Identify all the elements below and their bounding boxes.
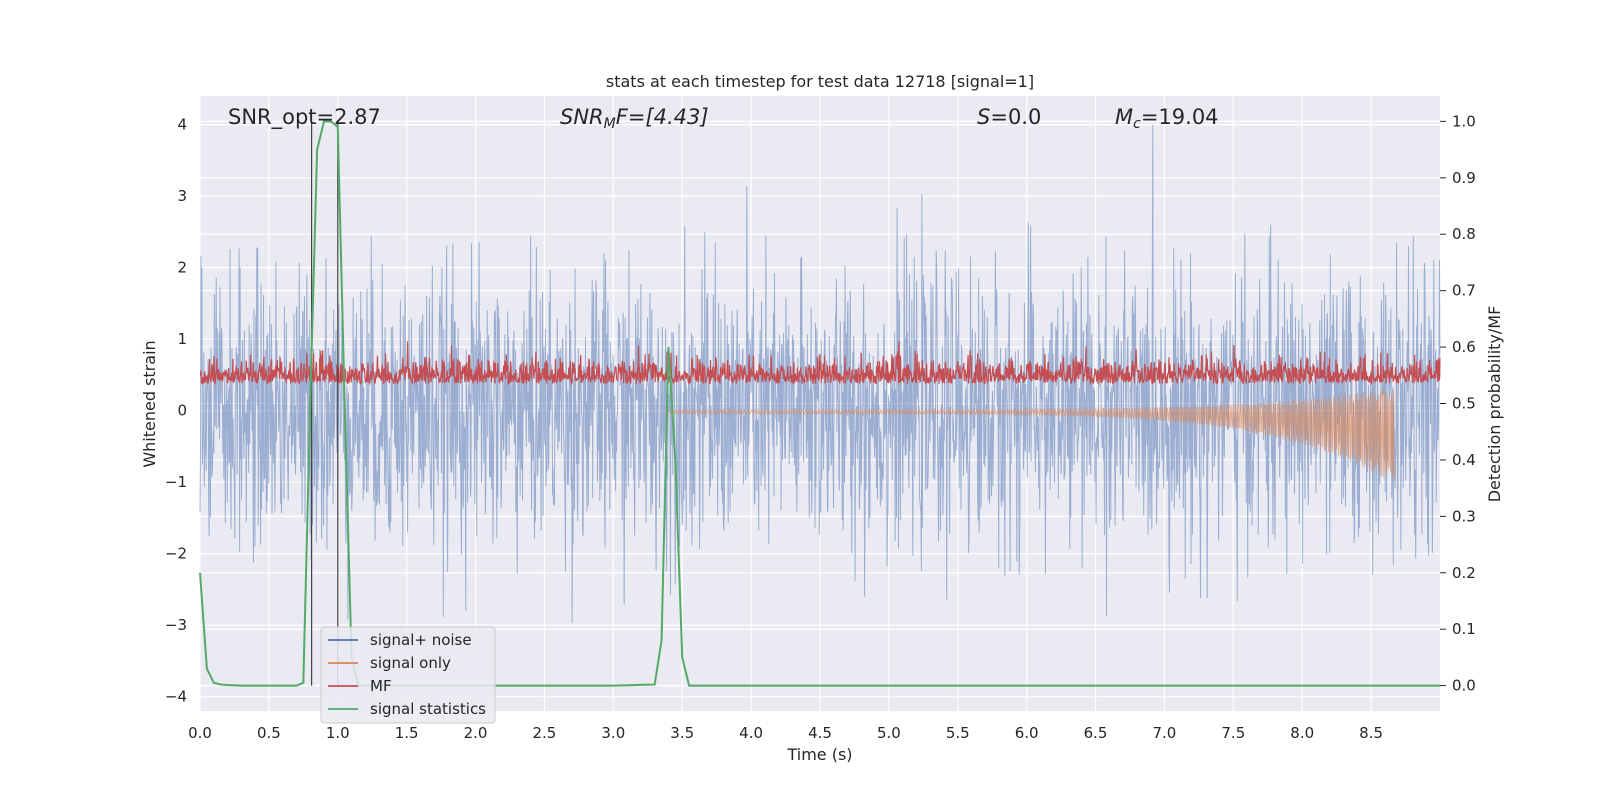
y-tick-label-5: −1	[165, 473, 187, 491]
y-axis-right-ticks: 1.0 0.9 0.8 0.7 0.6 0.5 0.4 0.3 0.2 0.1 0.0	[1440, 112, 1476, 695]
annotation-snr-mf-sub: M	[604, 116, 616, 132]
legend-entry-2: MF	[328, 677, 392, 695]
y-right-tick-label-5: 0.5	[1452, 395, 1476, 413]
x-tick-label-15: 7.5	[1221, 724, 1245, 742]
y-right-tick-label-2: 0.8	[1452, 225, 1476, 243]
y-right-tick-label-8: 0.2	[1452, 564, 1476, 582]
y-right-tick-label-1: 0.9	[1452, 169, 1476, 187]
signal-only-line	[667, 388, 1396, 482]
annotation-snr-mf: SNRMF=[4.43]	[560, 105, 709, 132]
x-tick-label-13: 6.5	[1084, 724, 1108, 742]
y-tick-label-3: 1	[177, 330, 187, 348]
y-axis-title: Whitened strain	[140, 340, 159, 467]
legend-entry-3: signal statistics	[328, 700, 486, 718]
x-tick-label-6: 3.0	[601, 724, 625, 742]
annotation-mc-main: M	[1115, 105, 1133, 129]
annotation-snr-mf-rest: F=[4.43]	[616, 105, 709, 129]
x-tick-label-17: 8.5	[1359, 724, 1383, 742]
annotation-s-main: S	[977, 105, 990, 129]
legend-entry-1: signal only	[328, 654, 451, 672]
y-axis-right-title: Detection probability/MF	[1485, 306, 1504, 503]
legend-label-1: signal only	[370, 654, 451, 672]
annotation-snr-opt: SNR_opt=2.87	[228, 105, 381, 130]
x-tick-label-7: 3.5	[670, 724, 694, 742]
y-axis-ticks: 4 3 2 1 0 −1 −2 −3 −4	[165, 116, 187, 706]
y-tick-label-2: 2	[177, 259, 187, 277]
legend: signal+ noise signal only MF signal stat…	[320, 626, 496, 724]
y-tick-label-8: −4	[165, 688, 187, 706]
x-tick-label-5: 2.5	[533, 724, 557, 742]
annotation-mc-rest: =19.04	[1141, 105, 1219, 129]
annotation-s-rest: =0.0	[990, 105, 1041, 129]
legend-box	[320, 626, 496, 724]
y-right-tick-label-4: 0.6	[1452, 338, 1476, 356]
annotation-mc: Mc=19.04	[1115, 105, 1219, 132]
series-signal-only	[667, 388, 1396, 482]
y-tick-label-0: 4	[177, 116, 187, 134]
y-right-tick-label-7: 0.3	[1452, 507, 1476, 525]
legend-entry-0: signal+ noise	[328, 631, 472, 649]
x-tick-label-2: 1.0	[326, 724, 350, 742]
x-axis-title: Time (s)	[786, 745, 852, 764]
y-tick-label-1: 3	[177, 187, 187, 205]
y-tick-label-4: 0	[177, 402, 187, 420]
legend-label-0: signal+ noise	[370, 631, 472, 649]
mf-line	[199, 341, 1441, 386]
annotation-mc-sub: c	[1133, 116, 1141, 132]
x-tick-label-14: 7.0	[1153, 724, 1177, 742]
x-tick-label-16: 8.0	[1290, 724, 1314, 742]
x-tick-label-9: 4.5	[808, 724, 832, 742]
y-tick-label-6: −2	[165, 545, 187, 563]
x-tick-label-0: 0.0	[188, 724, 212, 742]
y-right-tick-label-0: 1.0	[1452, 112, 1476, 130]
y-tick-label-7: −3	[165, 616, 187, 634]
vertical-markers	[311, 121, 339, 686]
annotation-s: S=0.0	[977, 105, 1041, 129]
chart-title: stats at each timestep for test data 127…	[606, 72, 1034, 91]
x-tick-label-10: 5.0	[877, 724, 901, 742]
y-right-tick-label-6: 0.4	[1452, 451, 1476, 469]
x-tick-label-4: 2.0	[464, 724, 488, 742]
series-mf	[199, 341, 1441, 386]
x-tick-label-12: 6.0	[1015, 724, 1039, 742]
y-right-tick-label-10: 0.0	[1452, 677, 1476, 695]
x-axis-ticks: 0.0 0.5 1.0 1.5 2.0 2.5 3.0 3.5 4.0 4.5 5.0 5.5 6.0 6…	[188, 724, 1383, 742]
x-tick-label-11: 5.5	[946, 724, 970, 742]
annotation-snr-mf-main: SNR	[560, 105, 604, 129]
legend-label-3: signal statistics	[370, 700, 486, 718]
y-right-tick-label-3: 0.7	[1452, 282, 1476, 300]
x-tick-label-3: 1.5	[395, 724, 419, 742]
x-tick-label-8: 4.0	[739, 724, 763, 742]
y-right-tick-label-9: 0.1	[1452, 620, 1476, 638]
x-tick-label-1: 0.5	[257, 724, 281, 742]
legend-label-2: MF	[370, 677, 392, 695]
